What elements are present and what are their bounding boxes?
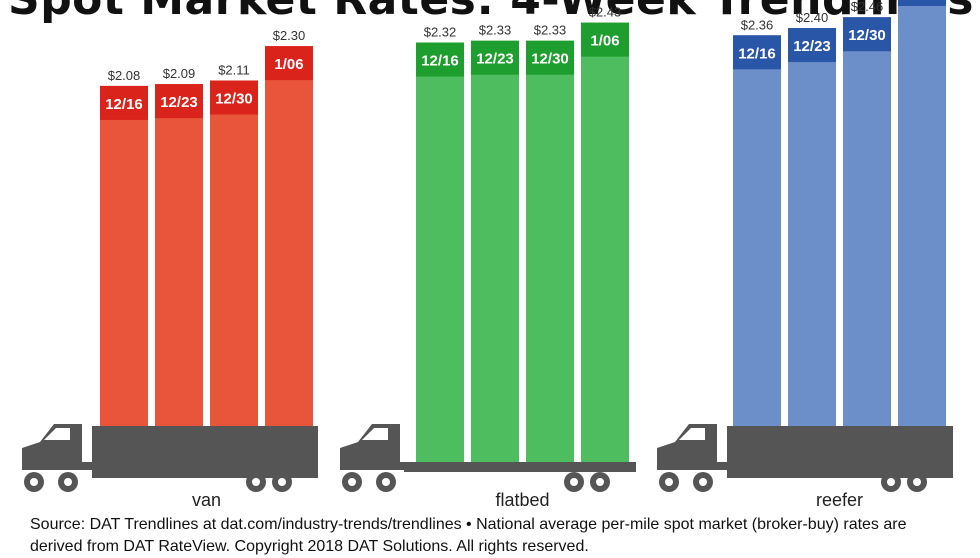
bar-cap <box>471 40 519 75</box>
bar-cap <box>416 42 464 77</box>
bar <box>581 22 629 462</box>
truck-window <box>44 428 70 440</box>
bar-date-label: 12/16 <box>738 45 776 62</box>
bar-value-label: $2.11 <box>218 62 250 77</box>
truck-cab <box>657 424 717 470</box>
bar <box>733 35 781 463</box>
series-label: reefer <box>816 490 863 510</box>
bar-value-label: $2.36 <box>741 17 774 32</box>
truck-hubcap <box>30 478 38 486</box>
bar-value-label: $2.30 <box>273 28 306 43</box>
bar <box>416 42 464 463</box>
trendline-chart: 12/16 $2.08 12/23 $2.09 12/30 $2.11 1/06 $2.30 v… <box>22 0 953 510</box>
bar-value-label: $2.33 <box>479 23 512 38</box>
bar-value-label: $2.08 <box>108 68 141 83</box>
bar-value-label: $2.32 <box>424 25 457 40</box>
truck-window <box>679 428 705 440</box>
bar-cap <box>843 17 891 52</box>
truck-hubcap <box>570 478 578 486</box>
chart-title: Spot Market Rates: 4-Week Trendlines <box>8 0 974 25</box>
bar-date-label: 12/30 <box>215 90 253 107</box>
bar <box>788 28 836 462</box>
bar <box>210 80 258 462</box>
truck-hubcap <box>699 478 707 486</box>
bar <box>843 17 891 463</box>
bar <box>526 40 574 462</box>
truck-hubcap <box>596 478 604 486</box>
truck-hubcap <box>887 478 895 486</box>
bar-date-label: 1/06 <box>590 33 619 50</box>
bar-date-label: 12/23 <box>160 94 198 111</box>
truck-hubcap <box>278 478 286 486</box>
bar <box>898 0 946 462</box>
truck-cab <box>340 424 400 470</box>
truck-hubcap <box>665 478 673 486</box>
bar-cap <box>100 85 148 120</box>
bar-cap <box>898 0 946 6</box>
series-label: flatbed <box>495 490 549 510</box>
bar-date-label: 12/16 <box>421 53 459 70</box>
bar-value-label: $2.46 <box>851 0 884 14</box>
trailer-box <box>727 426 953 478</box>
source-note: Source: DAT Trendlines at dat.com/indust… <box>30 516 907 555</box>
bar-cap <box>733 35 781 70</box>
truck-hubcap <box>913 478 921 486</box>
bar-cap <box>788 28 836 63</box>
bar <box>265 46 313 462</box>
truck-window <box>362 428 388 440</box>
bar-date-label: 12/16 <box>105 96 143 113</box>
truck-hubcap <box>252 478 260 486</box>
bar-value-label: $2.33 <box>534 23 567 38</box>
bar-cap <box>265 46 313 81</box>
bar-cap <box>155 84 203 119</box>
bar <box>155 84 203 462</box>
bar-date-label: 12/30 <box>531 51 569 68</box>
truck-hubcap <box>64 478 72 486</box>
bar-date-label: 1/06 <box>274 56 303 73</box>
bar-cap <box>210 80 258 115</box>
series-label: van <box>192 490 221 510</box>
truck-hubcap <box>382 478 390 486</box>
bar-cap <box>526 40 574 75</box>
trailer-box <box>92 426 318 478</box>
bar <box>471 40 519 462</box>
bar-date-label: 12/23 <box>476 51 514 68</box>
bar-date-label: 12/23 <box>793 38 831 55</box>
bar-value-label: $2.09 <box>163 66 196 81</box>
truck-cab <box>22 424 82 470</box>
bar <box>100 85 148 462</box>
bar-cap <box>581 22 629 57</box>
bar-value-label: $2.43 <box>589 5 622 20</box>
trailer-flatbed <box>404 462 636 472</box>
bar-date-label: 12/30 <box>848 27 886 44</box>
truck-hubcap <box>348 478 356 486</box>
bar-value-label: $2.40 <box>796 10 829 25</box>
